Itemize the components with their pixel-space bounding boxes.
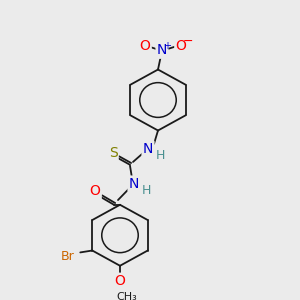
Text: O: O <box>115 274 125 288</box>
Text: O: O <box>90 184 101 199</box>
Text: CH₃: CH₃ <box>117 292 137 300</box>
Text: O: O <box>176 39 186 53</box>
Text: S: S <box>109 146 117 161</box>
Text: O: O <box>140 39 150 53</box>
Text: N: N <box>129 177 139 191</box>
Text: Br: Br <box>60 250 74 263</box>
Text: H: H <box>155 149 165 162</box>
Text: N: N <box>143 142 153 156</box>
Text: H: H <box>141 184 151 197</box>
Text: +: + <box>163 41 171 51</box>
Text: −: − <box>183 35 193 48</box>
Text: N: N <box>157 44 167 58</box>
